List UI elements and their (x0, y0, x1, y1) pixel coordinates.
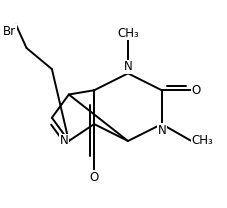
Text: CH₃: CH₃ (117, 27, 138, 40)
Text: O: O (190, 84, 200, 97)
Text: N: N (123, 60, 132, 73)
Text: N: N (60, 135, 69, 147)
Text: N: N (157, 124, 165, 137)
Text: CH₃: CH₃ (190, 135, 212, 147)
Text: O: O (89, 171, 98, 184)
Text: Br: Br (3, 25, 16, 38)
